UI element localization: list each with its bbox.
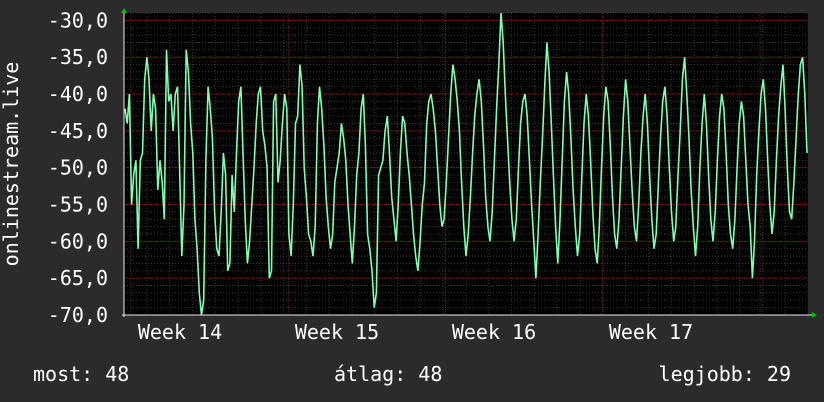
y-tick-labels: -30,0 -35,0 -40,0 -45,0 -50,0 -55,0 -60,0 -65,0… — [48, 8, 108, 327]
x-tick-label: Week 17 — [609, 320, 693, 344]
y-tick-label: -30,0 — [48, 8, 108, 32]
y-tick-label: -40,0 — [48, 82, 108, 106]
axes — [121, 8, 817, 318]
y-tick-label: -55,0 — [48, 193, 108, 217]
x-tick-label: Week 15 — [295, 320, 379, 344]
y-axis-arrow — [121, 8, 127, 13]
x-tick-labels: Week 14 Week 15 Week 16 Week 17 — [138, 320, 693, 344]
y-tick-label: -60,0 — [48, 229, 108, 253]
y-tick-label: -70,0 — [48, 303, 108, 327]
footer-best-value: legjobb: 29 — [658, 362, 791, 386]
y-tick-label: -65,0 — [48, 266, 108, 290]
y-tick-label: -35,0 — [48, 45, 108, 69]
x-axis-arrow — [812, 312, 817, 318]
footer-current-value: most: 48 — [33, 362, 130, 386]
x-tick-label: Week 14 — [138, 320, 222, 344]
x-tick-label: Week 16 — [452, 320, 536, 344]
y-axis-label: onlinestream.live — [0, 62, 23, 267]
footer-average-value: átlag: 48 — [334, 362, 443, 386]
y-tick-label: -45,0 — [48, 119, 108, 143]
series-line — [124, 12, 808, 316]
y-tick-label: -50,0 — [48, 156, 108, 180]
